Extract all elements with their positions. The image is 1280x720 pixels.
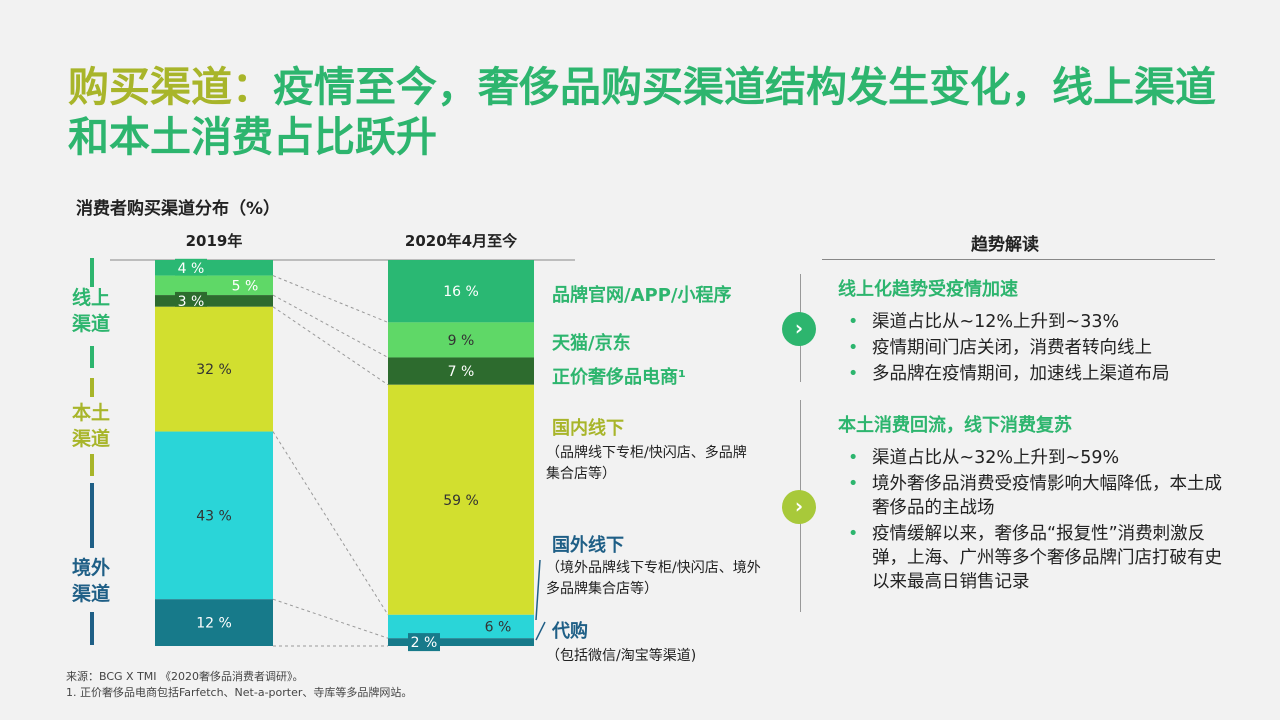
data-label: 43 %	[196, 508, 232, 524]
connector-line	[272, 598, 389, 639]
bar-segment	[155, 260, 273, 276]
source-footnote: 来源：BCG X TMI 《2020奢侈品消费者调研》。	[66, 670, 304, 683]
side-label-local-line1: 本土	[71, 402, 110, 424]
stacked-bar-chart: 2019年 2020年4月至今 4 % 5 % 3 % 32 % 43 % 12 % 16 % 9…	[90, 232, 575, 652]
title-main: 疫情至今，奢侈品购买渠道结构发生变化，线上渠道和本土消费占比跃升	[68, 63, 1216, 161]
data-label: 12 %	[196, 616, 232, 632]
insight2-bullet-2: 境外奢侈品消费受疫情影响大幅降低，本土成奢侈品的主战场	[848, 472, 1233, 520]
insight2-bullet-1: 渠道占比从~32%上升到~59%	[848, 446, 1233, 470]
bar-segment	[155, 431, 273, 600]
insight2-title: 本土消费回流，线下消费复苏	[838, 415, 1072, 436]
chevron-right-icon: ›	[782, 490, 816, 524]
data-label-badge	[408, 633, 440, 652]
side-label-local: 本土 渠道	[66, 400, 116, 452]
legend-label-full-price-ecommerce: 正价奢侈品电商¹	[552, 367, 686, 388]
data-label: 32 %	[196, 362, 232, 378]
bar-segment	[388, 322, 534, 358]
bar-segment	[155, 275, 273, 296]
legend-label-domestic-offline: 国内线下	[552, 418, 624, 439]
data-label: 6 %	[485, 620, 512, 636]
legend-label-overseas-offline: 国外线下	[552, 535, 624, 556]
legend-label-tmall-jd: 天猫/京东	[552, 333, 631, 354]
insight1-bullet-2: 疫情期间门店关闭，消费者转向线上	[848, 336, 1233, 360]
chevron-right-icon: ›	[782, 312, 816, 346]
insights-divider	[822, 259, 1215, 260]
side-label-online: 线上 渠道	[66, 285, 116, 337]
chart-title: 消费者购买渠道分布（%）	[76, 199, 281, 219]
insight2-bullets: 渠道占比从~32%上升到~59% 境外奢侈品消费受疫情影响大幅降低，本土成奢侈品…	[848, 446, 1233, 596]
page-title: 购买渠道：疫情至今，奢侈品购买渠道结构发生变化，线上渠道和本土消费占比跃升	[68, 62, 1248, 162]
insight1-bullets: 渠道占比从~12%上升到~33% 疫情期间门店关闭，消费者转向线上 多品牌在疫情…	[848, 310, 1233, 388]
bar-segment	[155, 306, 273, 432]
category-label: 2019年	[186, 232, 243, 250]
legend-note-overseas-offline: （境外品牌线下专柜/快闪店、境外多品牌集合店等）	[546, 560, 761, 597]
data-label: 4 %	[178, 261, 205, 277]
bar-segment	[388, 638, 534, 646]
legend-note-daigou: （包括微信/淘宝等渠道)	[546, 648, 697, 664]
category-label: 2020年4月至今	[405, 232, 517, 250]
data-label: 16 %	[443, 284, 479, 300]
leader-line	[535, 621, 546, 641]
insights-header: 趋势解读	[971, 235, 1039, 255]
bar-segment	[388, 260, 534, 323]
data-label: 9 %	[448, 333, 475, 349]
legend-label-daigou: 代购	[552, 621, 588, 642]
side-label-overseas-line1: 境外	[71, 557, 110, 579]
insight1-title: 线上化趋势受疫情加速	[838, 279, 1018, 300]
side-label-overseas-line2: 渠道	[71, 583, 110, 605]
data-label: 2 %	[411, 635, 438, 651]
legend-note-domestic-offline: （品牌线下专柜/快闪店、多品牌集合店等）	[546, 445, 747, 482]
data-label: 59 %	[443, 493, 479, 509]
data-label: 3 %	[178, 294, 205, 310]
insight1-bullet-1: 渠道占比从~12%上升到~33%	[848, 310, 1233, 334]
connector-line	[272, 306, 389, 386]
insight2-bullet-3: 疫情缓解以来，奢侈品“报复性”消费刺激反弹，上海、广州等多个奢侈品牌门店打破有史…	[848, 522, 1233, 594]
leader-line	[535, 559, 541, 621]
side-label-online-line1: 线上	[71, 287, 110, 309]
bar-segment	[388, 384, 534, 615]
bar-segment	[155, 599, 273, 646]
side-label-local-line2: 渠道	[71, 428, 110, 450]
data-label: 5 %	[232, 278, 259, 294]
data-label-badge	[175, 291, 207, 310]
bar-segment	[155, 295, 273, 307]
title-prefix: 购买渠道：	[68, 63, 273, 111]
data-label: 7 %	[448, 364, 475, 380]
side-label-overseas: 境外 渠道	[66, 555, 116, 607]
note-footnote: 1. 正价奢侈品电商包括Farfetch、Net-a-porter、寺库等多品牌…	[66, 686, 413, 699]
bar-segment	[388, 614, 534, 639]
data-label-badge	[175, 258, 207, 277]
legend-label-brand-official: 品牌官网/APP/小程序	[552, 285, 732, 306]
connector-line	[272, 431, 389, 616]
insight1-bullet-3: 多品牌在疫情期间，加速线上渠道布局	[848, 362, 1233, 386]
bar-segment	[388, 357, 534, 385]
connector-line	[272, 275, 389, 323]
connector-line	[272, 294, 389, 358]
side-label-online-line2: 渠道	[71, 313, 110, 335]
